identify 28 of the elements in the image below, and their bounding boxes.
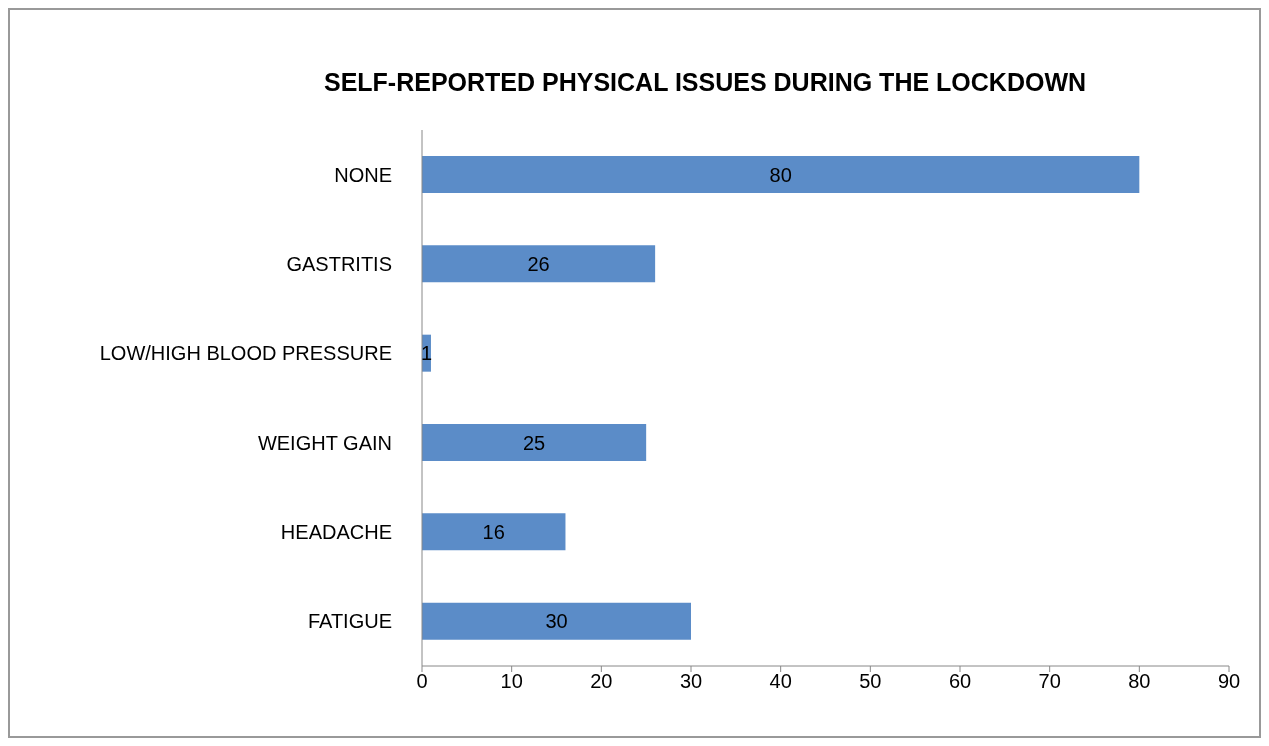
x-tick-label: 60 (948, 670, 972, 693)
x-tick-label: 0 (416, 670, 428, 693)
y-tick-label: NONE (334, 163, 392, 186)
bar (422, 245, 656, 283)
data-label: 26 (527, 252, 550, 275)
x-tick-label: 20 (590, 670, 613, 693)
x-tick-label: 50 (859, 670, 882, 693)
y-tick-label: HEADACHE (280, 521, 392, 544)
y-tick-label: GASTRITIS (286, 253, 392, 276)
chart-title: SELF-REPORTED PHYSICAL ISSUES DURING THE LOCKDOWN (322, 68, 1088, 97)
x-tick-label: 90 (1217, 670, 1241, 693)
bar (422, 602, 691, 640)
bar (422, 424, 647, 461)
data-label: 80 (769, 163, 792, 186)
y-tick-label: LOW/HIGH BLOOD PRESSURE (99, 342, 392, 365)
bar (422, 513, 566, 551)
x-tick-label: 30 (679, 670, 703, 693)
x-tick-label: 80 (1128, 670, 1151, 693)
data-label: 30 (545, 610, 568, 633)
y-tick-label: FATIGUE (307, 610, 392, 633)
x-tick-label: 10 (500, 670, 523, 693)
y-tick-label: WEIGHT GAIN (257, 431, 392, 454)
data-label: 25 (522, 431, 546, 454)
data-label: 16 (482, 520, 505, 543)
x-tick-label: 40 (769, 670, 792, 693)
data-label: 1 (420, 342, 433, 365)
bar (422, 156, 1140, 193)
x-tick-label: 70 (1038, 670, 1061, 693)
